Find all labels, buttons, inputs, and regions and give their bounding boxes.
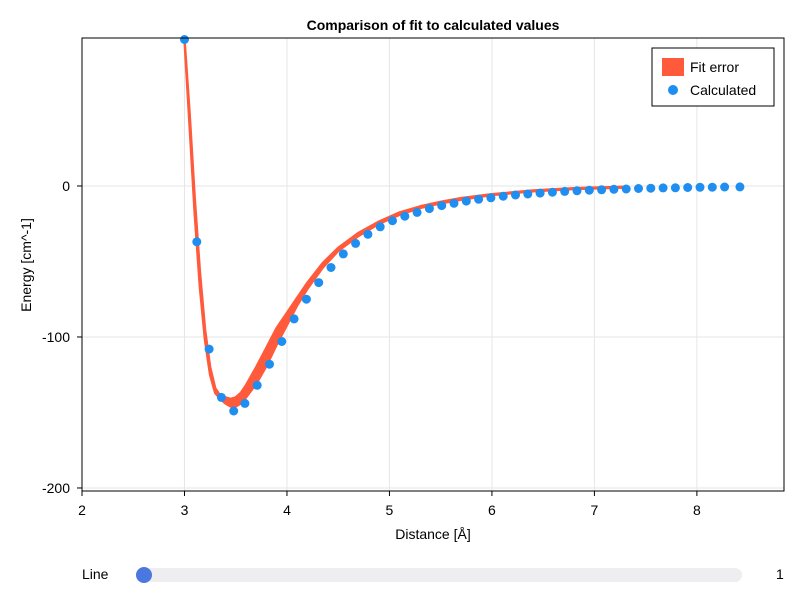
legend-box [651, 47, 775, 107]
y-axis-label: Energy [cm^-1] [18, 218, 34, 312]
calculated-points-layer [180, 35, 745, 416]
calculated-point [265, 359, 274, 369]
axis-ticks: 2 3 4 5 6 7 8 -200 -100 0 [42, 178, 701, 518]
x-tick-label: 6 [488, 502, 496, 518]
x-tick-label: 5 [386, 502, 394, 518]
x-axis-label: Distance [Å] [395, 526, 470, 542]
axes-frame [81, 37, 785, 492]
calculated-point [388, 216, 397, 226]
calculated-point [289, 314, 299, 324]
calculated-point [658, 183, 668, 193]
legend-calculated-label: Calculated [690, 82, 756, 98]
calculated-point [363, 229, 373, 239]
calculated-point [547, 187, 557, 197]
calculated-point [192, 237, 202, 247]
calculated-point [523, 189, 533, 199]
y-tick-label: -100 [42, 329, 70, 345]
calculated-point [204, 344, 214, 354]
calculated-point [707, 182, 717, 192]
y-tick-label: 0 [62, 178, 70, 194]
calculated-point [437, 201, 447, 211]
calculated-point [535, 188, 545, 198]
slider-label: Line [82, 566, 109, 582]
calculated-point [277, 337, 287, 346]
calculated-point [338, 249, 348, 259]
calculated-point [498, 191, 508, 201]
x-tick-label: 4 [283, 502, 291, 518]
calculated-point [621, 184, 631, 194]
calculated-point [301, 294, 311, 304]
x-tick-label: 3 [181, 502, 189, 518]
calculated-point [511, 190, 520, 200]
x-tick-label: 2 [78, 502, 86, 518]
calculated-point [424, 204, 434, 214]
calculated-point [572, 186, 582, 196]
calculated-point [229, 406, 239, 416]
slider-track[interactable] [136, 567, 742, 583]
y-tick-label: -200 [42, 480, 70, 496]
legend-calculated-marker [668, 85, 678, 95]
calculated-point [597, 185, 607, 195]
legend: Fit error Calculated [651, 47, 775, 107]
calculated-point [351, 238, 361, 248]
calculated-point [400, 211, 410, 221]
calculated-point [375, 222, 385, 232]
calculated-point [670, 183, 680, 193]
calculated-point [326, 263, 336, 272]
legend-fit-error-label: Fit error [690, 59, 739, 75]
calculated-point [474, 194, 484, 204]
calculated-point [646, 183, 656, 193]
calculated-point [180, 35, 189, 44]
legend-fit-error-swatch [662, 58, 684, 76]
calculated-point [486, 193, 496, 203]
slider-handle[interactable] [136, 567, 152, 583]
calculated-point [609, 184, 619, 194]
x-tick-label: 8 [693, 502, 701, 518]
calculated-point [560, 186, 570, 196]
calculated-point [720, 182, 730, 192]
calculated-point [449, 198, 459, 208]
calculated-point [683, 183, 693, 192]
x-tick-label: 7 [591, 502, 599, 518]
line-slider-row: Line 1 [0, 560, 800, 590]
calculated-point [240, 398, 250, 408]
calculated-point [695, 182, 705, 192]
calculated-point [461, 196, 471, 206]
chart-title: Comparison of fit to calculated values [307, 17, 560, 33]
calculated-point [412, 207, 422, 217]
calculated-point [735, 182, 745, 192]
calculated-point [252, 380, 262, 390]
calculated-point [634, 184, 643, 193]
chart: 2 3 4 5 6 7 8 -200 -100 0 Comparison of fit to ca… [18, 17, 785, 542]
calculated-point [216, 392, 226, 402]
calculated-point [584, 185, 594, 195]
calculated-point [314, 278, 324, 288]
slider-value: 1 [776, 566, 784, 582]
